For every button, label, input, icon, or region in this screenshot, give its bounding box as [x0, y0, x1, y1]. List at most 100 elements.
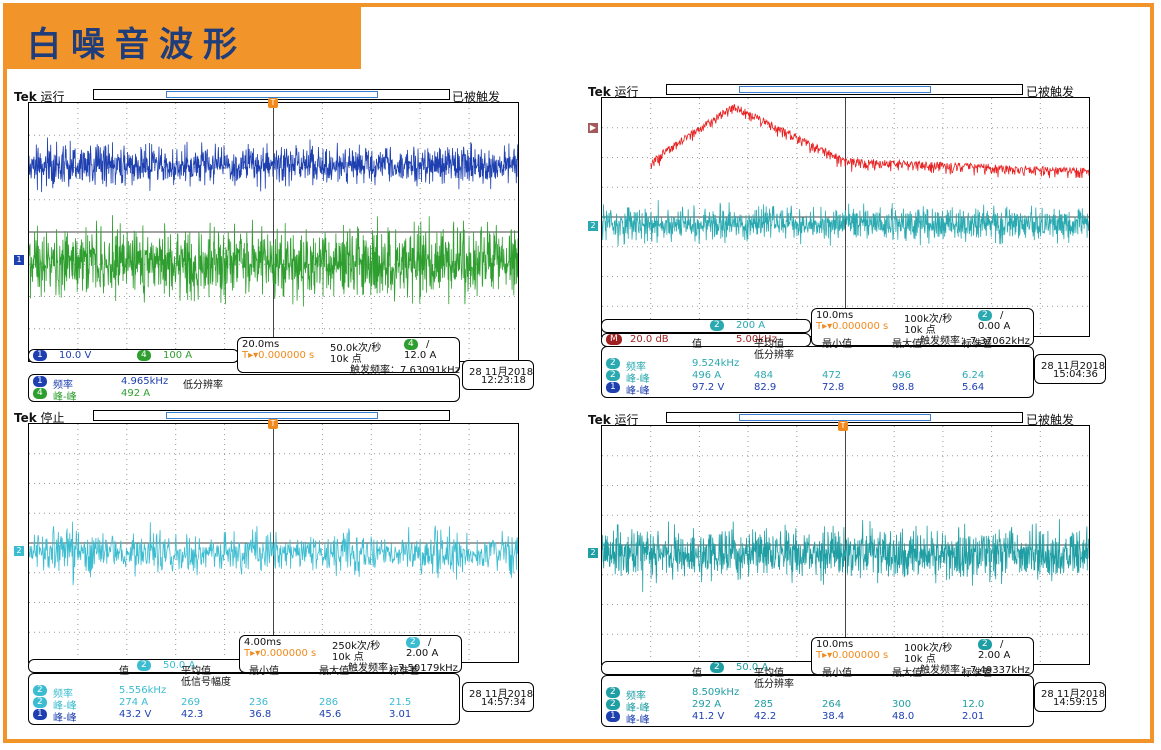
ch2-marker-icon[interactable]: 2 [588, 548, 598, 558]
meas-ch-badge: 1 [606, 711, 620, 722]
record-points: 10k 点 [904, 654, 936, 665]
title-banner: 白噪音波形 [3, 3, 361, 69]
meas-name: 峰-峰 [53, 392, 77, 403]
measurements-table[interactable]: 值 平均值 最小值 最大值 标准差 低分辨率 2 频率 9.524kHz 2 峰-峰 496 A 484… [601, 339, 1034, 398]
ch2-waveform [29, 521, 518, 586]
measurements-table[interactable]: 值 平均值 最小值 最大值 标准差 低分辨率 2 频率 8.509kHz 2 峰-峰 292 A 285… [601, 668, 1034, 727]
meas-value: 2.01 [962, 711, 985, 722]
datetime-box: 28 11月2018 12:23:18 [462, 360, 534, 390]
scale-row[interactable]: 2 200 A [601, 319, 811, 333]
brand-label: Tek [14, 90, 37, 104]
date: 28 11月2018 [1041, 361, 1106, 372]
record-bar [666, 84, 1023, 95]
meas-name: 频率 [626, 691, 646, 702]
ch2-marker-icon[interactable]: 2 [588, 221, 598, 231]
scope-header: Tek 运行 [588, 411, 639, 428]
meas-ch-badge: 1 [606, 382, 620, 393]
ch4-waveform [29, 215, 518, 307]
meas-header: 最小值 [249, 666, 279, 677]
datetime-box: 28 11月2018 15:04:36 [1034, 354, 1106, 384]
ch1-scale: 10.0 V [59, 350, 92, 361]
trigger-marker-icon[interactable]: T [268, 419, 278, 429]
meas-header: 最小值 [822, 668, 852, 679]
trigger-level: 0.00 A [978, 321, 1011, 332]
meas-value: 236 [249, 697, 269, 708]
acquisition-box[interactable]: 10.0ms 100k次/秒 2 / T▸▾0.000000 s 10k 点 2… [811, 637, 1034, 676]
meas-header: 平均值 [754, 668, 784, 679]
waveform-display[interactable] [601, 425, 1090, 665]
math-marker-icon[interactable]: ▶ [588, 123, 598, 133]
meas-name: 峰-峰 [53, 713, 77, 724]
acquisition-box[interactable]: 10.0ms 100k次/秒 2 / T▸▾0.000000 s 10k 点 0… [811, 308, 1034, 347]
waveform-display[interactable] [601, 97, 1090, 337]
timebase: 10.0ms [816, 310, 854, 321]
ch1-waveform [29, 137, 518, 193]
sample-rate: 100k次/秒 [904, 643, 953, 654]
waveform-display[interactable] [28, 102, 519, 362]
meas-value: 72.8 [822, 382, 845, 393]
meas-header: 平均值 [181, 666, 211, 677]
meas-note: 低分辨率 [183, 380, 223, 391]
meas-value: 496 [892, 370, 912, 381]
trigger-state: 已被触发 [1026, 85, 1075, 99]
waveform-graticule [602, 98, 1089, 336]
meas-value: 4.965kHz [121, 376, 169, 387]
meas-value: 496 A [692, 370, 722, 381]
meas-value: 9.524kHz [692, 358, 740, 369]
meas-note: 低分辨率 [754, 350, 794, 361]
meas-note: 低信号幅度 [181, 677, 231, 688]
trigger-position: T▸▾0.000000 s [242, 350, 315, 361]
meas-value: 292 A [692, 699, 722, 710]
meas-ch-badge: 4 [33, 388, 47, 399]
datetime-box: 28 11月2018 14:59:15 [1034, 682, 1106, 712]
time: 15:04:36 [1053, 369, 1098, 380]
meas-header: 标准差 [389, 666, 419, 677]
trigger-level: 2.00 A [406, 648, 439, 659]
meas-value: 43.2 V [119, 709, 152, 720]
date: 28 11月2018 [469, 689, 534, 700]
trig-slope: / [1000, 639, 1004, 650]
page-frame [3, 3, 1154, 743]
waveform-display[interactable] [28, 423, 519, 663]
ch4-scale: 100 A [163, 350, 193, 361]
trigger-marker-icon[interactable]: T [838, 421, 848, 431]
meas-value: 41.2 V [692, 711, 725, 722]
ch2-waveform [602, 200, 1089, 247]
measurements-table[interactable]: 值 平均值 最小值 最大值 标准差 低信号幅度 2 频率 5.556kHz 2 峰-峰 274 A 26… [28, 666, 460, 725]
scale-row[interactable]: 1 10.0 V 4 100 A [28, 349, 239, 363]
ch1-ground-marker-icon[interactable]: 1 [14, 255, 24, 265]
meas-value: 38.4 [822, 711, 845, 722]
sample-rate: 100k次/秒 [904, 314, 953, 325]
trigger-state: 已被触发 [1026, 413, 1075, 427]
scope-header: Tek 运行 [588, 83, 639, 100]
meas-value: 3.01 [389, 709, 412, 720]
date: 28 11月2018 [469, 367, 534, 378]
waveform-graticule [29, 424, 518, 662]
ch2-badge: 2 [710, 662, 724, 673]
meas-header: 最小值 [822, 339, 852, 350]
meas-value: 285 [754, 699, 774, 710]
meas-header: 标准差 [962, 668, 992, 679]
ch2-badge: 2 [137, 660, 151, 671]
measurements-box[interactable]: 1 频率 4.965kHz 低分辨率 4 峰-峰 492 A [28, 374, 460, 403]
timebase: 20.0ms [242, 339, 280, 350]
meas-header: 值 [119, 666, 129, 677]
meas-value: 472 [822, 370, 842, 381]
run-status: 运行 [614, 85, 639, 99]
acquisition-box[interactable]: 4.00ms 250k次/秒 2 / T▸▾0.000000 s 10k 点 2… [239, 635, 462, 674]
meas-ch-badge: 2 [33, 697, 47, 708]
trig-slope: / [426, 339, 430, 350]
meas-name: 频率 [53, 689, 73, 700]
page-title: 白噪音波形 [27, 25, 247, 65]
meas-header: 平均值 [754, 339, 784, 350]
brand-label: Tek [14, 411, 37, 425]
time: 12:23:18 [481, 375, 526, 386]
trig-channel: 4 [404, 339, 418, 350]
acquisition-box[interactable]: 20.0ms 50.0k次/秒 4 / T▸▾0.000000 s 10k 点 … [237, 337, 460, 376]
trig-channel: 2 [406, 637, 420, 648]
trigger-marker-icon[interactable]: T [268, 98, 278, 108]
ch2-marker-icon[interactable]: 2 [14, 546, 24, 556]
run-status: 运行 [40, 90, 65, 104]
meas-value: 264 [822, 699, 842, 710]
math-fft-waveform [650, 103, 1089, 179]
